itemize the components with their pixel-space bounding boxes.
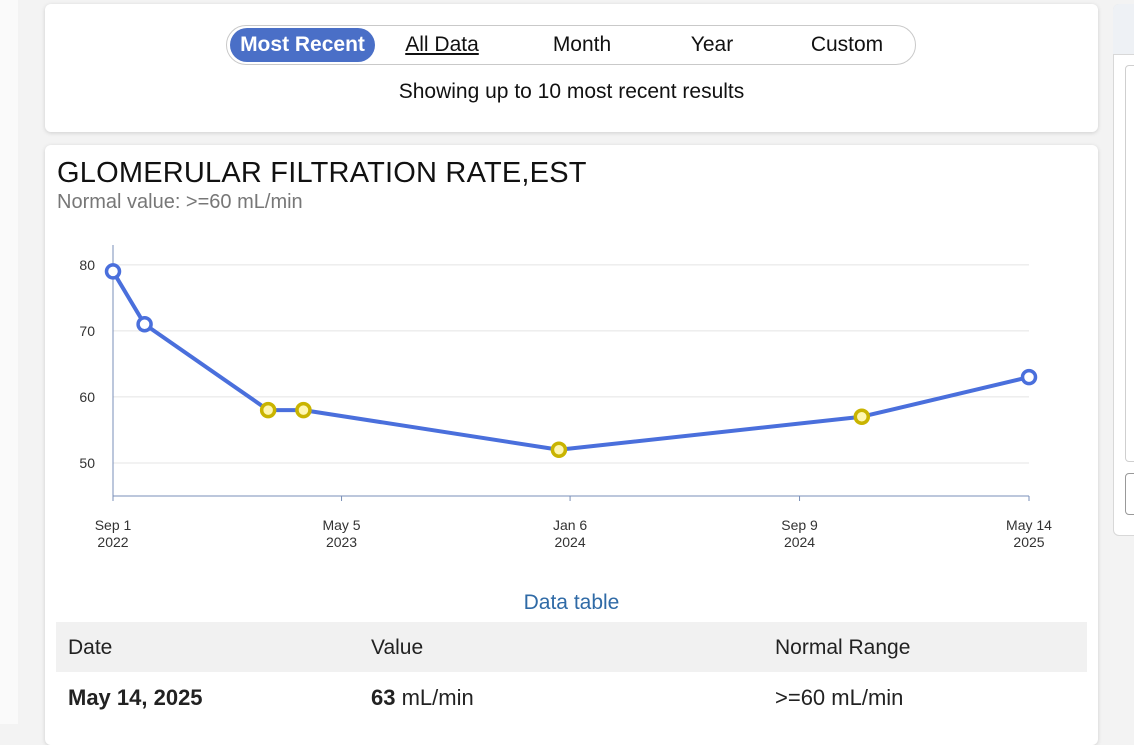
normal-value-text: Normal value: >=60 mL/min <box>57 191 303 213</box>
x-tick-year: 2023 <box>326 534 357 550</box>
x-tick-year: 2024 <box>554 534 585 550</box>
side-panel-header <box>1113 4 1134 55</box>
y-tick-label: 80 <box>79 257 95 273</box>
side-panel-content <box>1125 65 1134 462</box>
range-selector-card: Most Recent All Data Month Year Custom S… <box>45 4 1098 132</box>
data-point <box>136 316 153 333</box>
y-tick-label: 60 <box>79 389 95 405</box>
abnormal-data-point <box>853 408 871 425</box>
abnormal-data-point <box>550 441 568 459</box>
tab-month[interactable]: Month <box>552 33 612 56</box>
x-tick-label: May 5 <box>322 517 360 533</box>
range-segmented-control: Most Recent All Data Month Year Custom <box>226 25 916 65</box>
lab-result-card: GLOMERULAR FILTRATION RATE,EST Normal va… <box>45 145 1098 745</box>
tab-all-data[interactable]: All Data <box>405 33 479 56</box>
x-tick-label: May 14 <box>1006 517 1052 533</box>
header-normal-range: Normal Range <box>775 636 911 659</box>
table-header: Date Value Normal Range <box>56 622 1087 672</box>
x-tick-label: Sep 1 <box>95 517 132 533</box>
left-gutter <box>0 0 18 724</box>
tab-most-recent[interactable]: Most Recent <box>230 28 375 62</box>
table-row: May 14, 2025 63 mL/min >=60 mL/min <box>56 673 1087 733</box>
row-date: May 14, 2025 <box>68 685 203 710</box>
header-date: Date <box>68 636 113 659</box>
row-value: 63 mL/min <box>371 685 474 711</box>
abnormal-data-point <box>295 401 312 419</box>
abnormal-data-point <box>259 401 277 419</box>
y-tick-label: 70 <box>79 323 95 339</box>
x-tick-year: 2022 <box>97 534 128 550</box>
data-point <box>1020 368 1038 386</box>
side-panel-button[interactable] <box>1125 473 1134 515</box>
y-tick-label: 50 <box>79 455 95 471</box>
series-line <box>111 270 1030 452</box>
test-title: GLOMERULAR FILTRATION RATE,EST <box>57 157 587 189</box>
x-tick-label: Jan 6 <box>553 517 587 533</box>
x-tick-year: 2024 <box>784 534 815 550</box>
showing-results-text: Showing up to 10 most recent results <box>398 80 745 103</box>
row-normal-range: >=60 mL/min <box>775 685 904 710</box>
header-value: Value <box>371 636 424 659</box>
row-value-cell: 63 mL/min <box>360 673 767 733</box>
row-value-unit: mL/min <box>401 685 474 710</box>
data-point <box>104 263 122 280</box>
row-value-number: 63 <box>371 685 396 710</box>
tab-year[interactable]: Year <box>690 33 734 56</box>
tab-custom[interactable]: Custom <box>810 33 884 56</box>
x-tick-year: 2025 <box>1013 534 1044 550</box>
x-tick-label: Sep 9 <box>781 517 818 533</box>
data-table-link[interactable]: Data table <box>523 591 620 614</box>
